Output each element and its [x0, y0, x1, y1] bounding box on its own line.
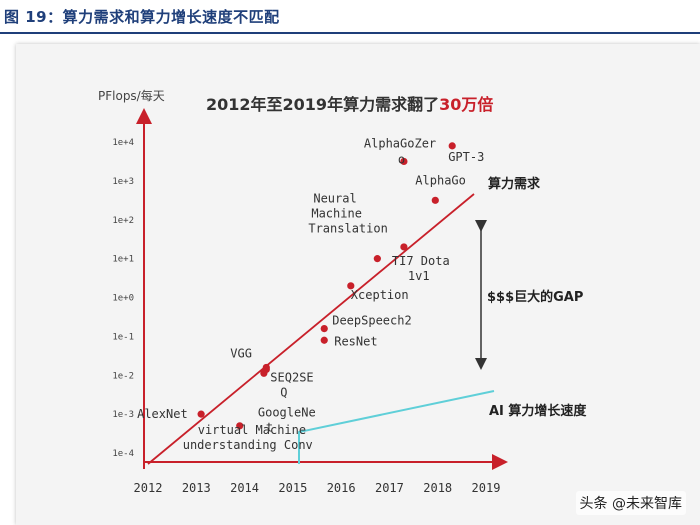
chart-title-highlight: 30万倍	[439, 95, 493, 114]
point-label: AlphaGo	[415, 173, 466, 187]
data-point	[236, 422, 244, 430]
point-label: GoogleNe	[258, 405, 316, 419]
ai-growth-annotation: AI 算力增长速度	[489, 403, 587, 419]
x-tick-label: 2019	[472, 481, 501, 495]
y-ticks: 1e-4 1e-3 1e-2 1e-1 1e+0 1e+1 1e+2 1e+3 1e+4	[112, 138, 134, 459]
data-point	[197, 410, 205, 418]
data-point	[431, 196, 439, 204]
y-tick-label: 1e-3	[112, 410, 134, 420]
data-point	[448, 142, 456, 150]
point-label: virtual Machine	[198, 423, 306, 437]
data-point	[320, 325, 328, 333]
chart-title: 2012年至2019年算力需求翻了30万倍	[206, 95, 493, 114]
point-label: o	[398, 152, 405, 166]
x-tick-label: 2017	[375, 481, 404, 495]
trend-line	[147, 193, 475, 465]
x-tick-label: 2016	[327, 481, 356, 495]
y-axis-label: PFlops/每天	[98, 88, 165, 103]
chart-panel: 2012年至2019年算力需求翻了30万倍 PFlops/每天 算力需求 $$$…	[16, 44, 700, 525]
y-tick-label: 1e+2	[112, 216, 134, 226]
point-label: DeepSpeech2	[332, 314, 411, 328]
title-divider	[0, 32, 700, 34]
point-label: TI7 Dota	[392, 254, 450, 268]
figure-title: 图 19：算力需求和算力增长速度不匹配	[4, 8, 280, 26]
x-tick-label: 2013	[182, 481, 211, 495]
x-tick-label: 2012	[134, 481, 163, 495]
data-point	[400, 243, 408, 251]
point-label: ResNet	[334, 334, 377, 348]
y-tick-label: 1e-1	[112, 332, 134, 342]
point-label: GPT-3	[448, 150, 484, 164]
point-label: Neural	[313, 192, 356, 206]
point-label: 1v1	[408, 269, 430, 283]
y-tick-label: 1e+1	[112, 255, 134, 265]
demand-annotation: 算力需求	[488, 176, 541, 192]
x-tick-label: 2018	[423, 481, 452, 495]
y-tick-label: 1e+0	[112, 294, 134, 304]
x-tick-label: 2014	[230, 481, 259, 495]
chart-svg: 2012年至2019年算力需求翻了30万倍 PFlops/每天 算力需求 $$$…	[98, 88, 587, 495]
gap-annotation: $$$巨大的GAP	[487, 289, 583, 305]
point-label: Machine	[311, 207, 362, 221]
point-label: Xception	[351, 288, 409, 302]
point-label: SEQ2SE	[270, 370, 313, 384]
data-point	[373, 255, 381, 263]
point-label: VGG	[230, 346, 252, 360]
point-label: t	[266, 420, 273, 434]
data-points	[197, 142, 456, 430]
watermark: 头条 @未来智库	[575, 491, 686, 515]
x-ticks: 2012 2013 2014 2015 2016 2017 2018 2019	[134, 481, 501, 495]
x-tick-label: 2015	[278, 481, 307, 495]
point-label: Q	[280, 385, 287, 399]
data-point	[400, 157, 408, 166]
y-tick-label: 1e-2	[112, 371, 134, 381]
data-point	[320, 336, 328, 344]
data-point	[260, 369, 268, 377]
point-label: Translation	[308, 222, 387, 236]
y-tick-label: 1e+3	[112, 177, 134, 187]
ai-growth-line	[298, 390, 495, 464]
chart-title-prefix: 2012年至2019年算力需求翻了	[206, 95, 439, 114]
y-tick-label: 1e+4	[112, 138, 134, 148]
point-label: understanding Conv	[183, 438, 313, 452]
point-label: AlphaGoZer	[364, 136, 436, 150]
data-point	[347, 282, 355, 290]
point-label: AlexNet	[137, 407, 188, 421]
y-tick-label: 1e-4	[112, 449, 134, 459]
